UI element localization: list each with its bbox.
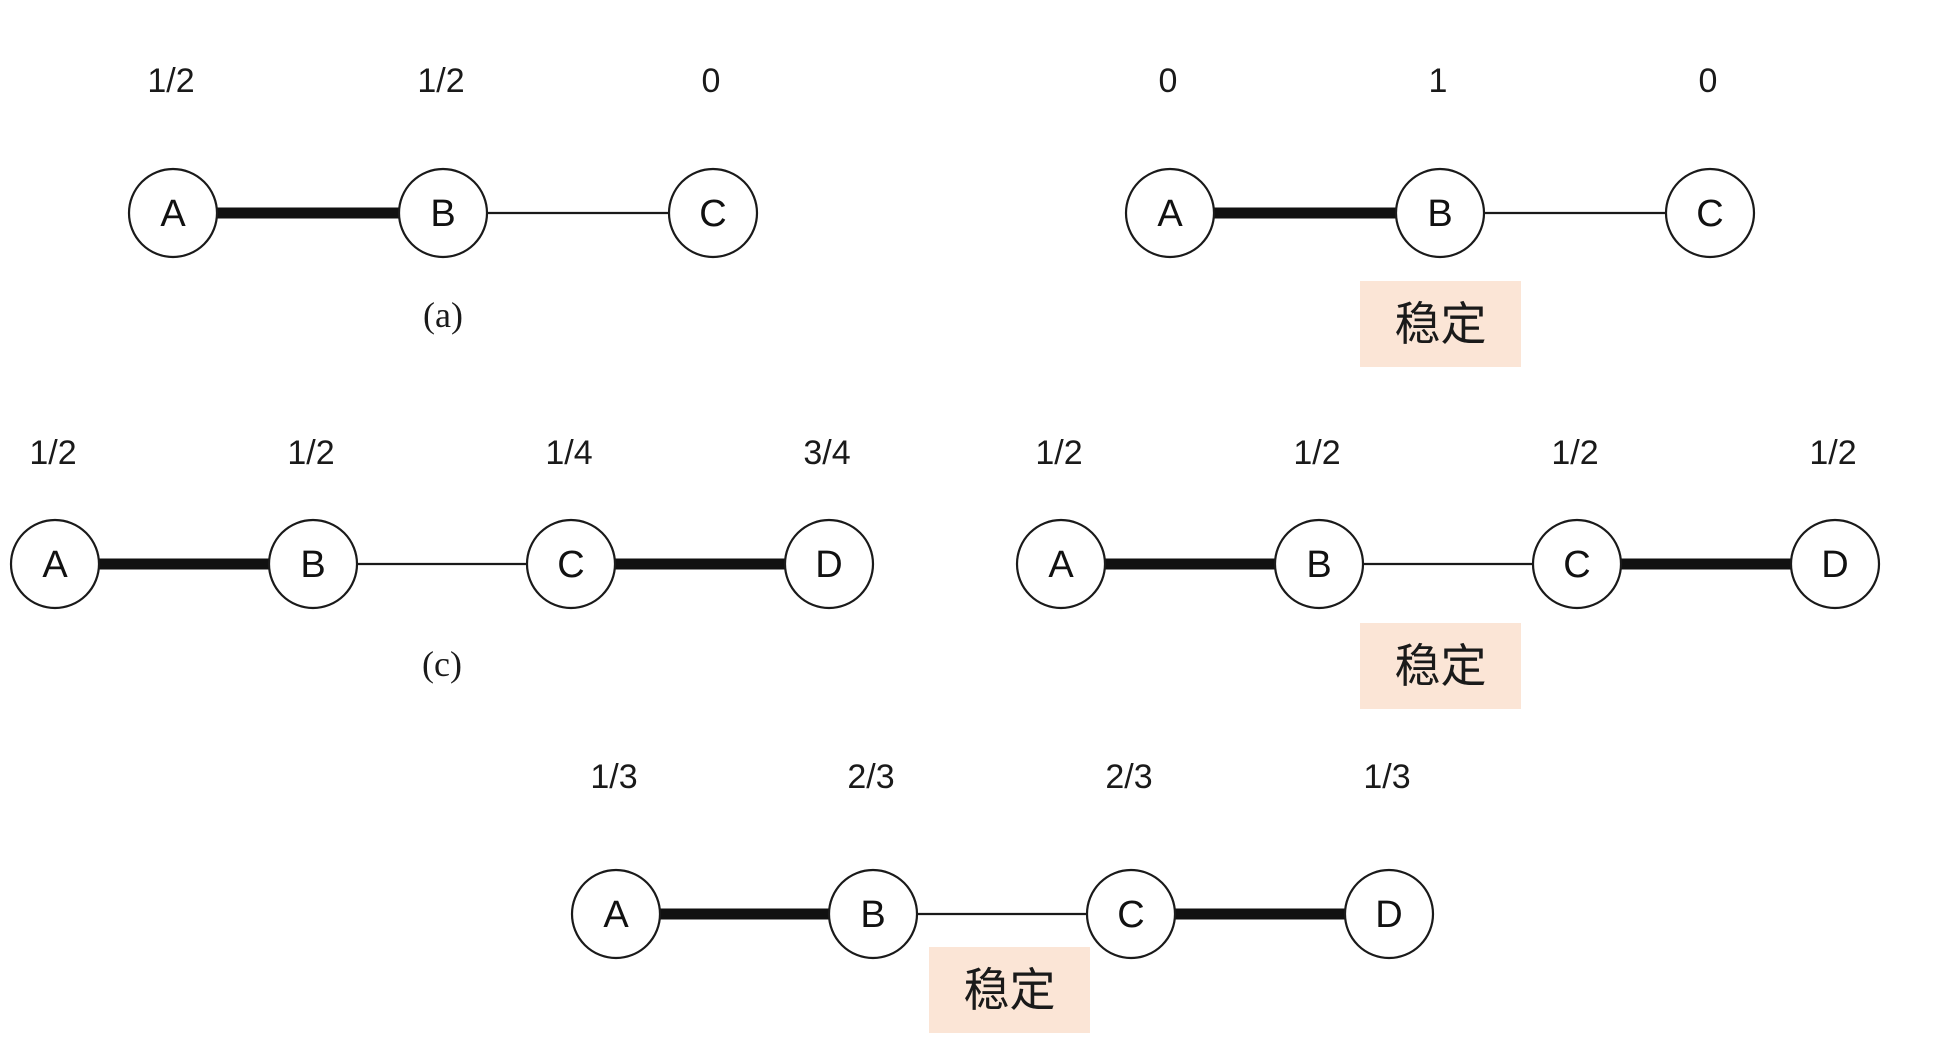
- node-label-a: A: [160, 193, 186, 235]
- value-label-b: 1/2: [417, 62, 464, 100]
- stable-label-e: 稳定: [964, 963, 1056, 1017]
- value-label-b: 1/2: [1293, 434, 1340, 472]
- node-label-b: B: [1427, 193, 1452, 235]
- graph-e: A 1/3 B 2/3 C 2/3 D 1/3 稳定: [570, 758, 1435, 1033]
- node-b: [1273, 518, 1365, 610]
- node-label-a: A: [1048, 544, 1074, 586]
- value-label-a: 0: [1159, 62, 1178, 100]
- node-b: [397, 167, 489, 259]
- node-label-d: D: [1821, 544, 1848, 586]
- stable-badge-e: [929, 947, 1090, 1033]
- node-a: [9, 518, 101, 610]
- node-label-a: A: [603, 894, 629, 936]
- node-a: [1124, 167, 1216, 259]
- node-c: [1531, 518, 1623, 610]
- node-b: [267, 518, 359, 610]
- node-label-c: C: [699, 193, 726, 235]
- value-label-a: 1/2: [147, 62, 194, 100]
- node-d: [1343, 868, 1435, 960]
- graph-a: A 1/2 B 1/2 C 0 (a): [127, 62, 759, 335]
- caption-a: (a): [423, 295, 463, 335]
- node-a: [1015, 518, 1107, 610]
- node-d: [783, 518, 875, 610]
- value-label-a: 1/2: [29, 434, 76, 472]
- node-c: [1664, 167, 1756, 259]
- graph-d: A 1/2 B 1/2 C 1/2 D 1/2 稳定: [1015, 434, 1881, 709]
- stable-badge-b: [1360, 281, 1521, 367]
- node-c: [667, 167, 759, 259]
- node-c: [1085, 868, 1177, 960]
- graph-c: A 1/2 B 1/2 C 1/4 D 3/4 (c): [9, 434, 875, 684]
- node-label-d: D: [815, 544, 842, 586]
- stable-badge-d: [1360, 623, 1521, 709]
- node-label-d: D: [1375, 894, 1402, 936]
- node-label-c: C: [1117, 894, 1144, 936]
- value-label-a: 1/3: [590, 758, 637, 796]
- stable-label-b: 稳定: [1395, 297, 1487, 351]
- node-a: [570, 868, 662, 960]
- value-label-c: 0: [1699, 62, 1718, 100]
- stable-label-d: 稳定: [1395, 639, 1487, 693]
- value-label-c: 2/3: [1105, 758, 1152, 796]
- node-label-a: A: [1157, 193, 1183, 235]
- value-label-c: 1/4: [545, 434, 592, 472]
- value-label-a: 1/2: [1035, 434, 1082, 472]
- node-label-c: C: [1563, 544, 1590, 586]
- node-label-b: B: [1306, 544, 1331, 586]
- node-label-c: C: [557, 544, 584, 586]
- value-label-c: 1/2: [1551, 434, 1598, 472]
- value-label-b: 2/3: [847, 758, 894, 796]
- node-label-c: C: [1696, 193, 1723, 235]
- graph-b: A 0 B 1 C 0 稳定: [1124, 62, 1756, 367]
- value-label-d: 1/3: [1363, 758, 1410, 796]
- node-a: [127, 167, 219, 259]
- value-label-d: 1/2: [1809, 434, 1856, 472]
- node-label-a: A: [42, 544, 68, 586]
- caption-c: (c): [422, 644, 462, 684]
- node-b: [827, 868, 919, 960]
- value-label-b: 1: [1429, 62, 1448, 100]
- node-d: [1789, 518, 1881, 610]
- node-b: [1394, 167, 1486, 259]
- node-c: [525, 518, 617, 610]
- value-label-b: 1/2: [287, 434, 334, 472]
- node-label-b: B: [300, 544, 325, 586]
- node-label-b: B: [860, 894, 885, 936]
- value-label-d: 3/4: [803, 434, 850, 472]
- node-label-b: B: [430, 193, 455, 235]
- value-label-c: 0: [702, 62, 721, 100]
